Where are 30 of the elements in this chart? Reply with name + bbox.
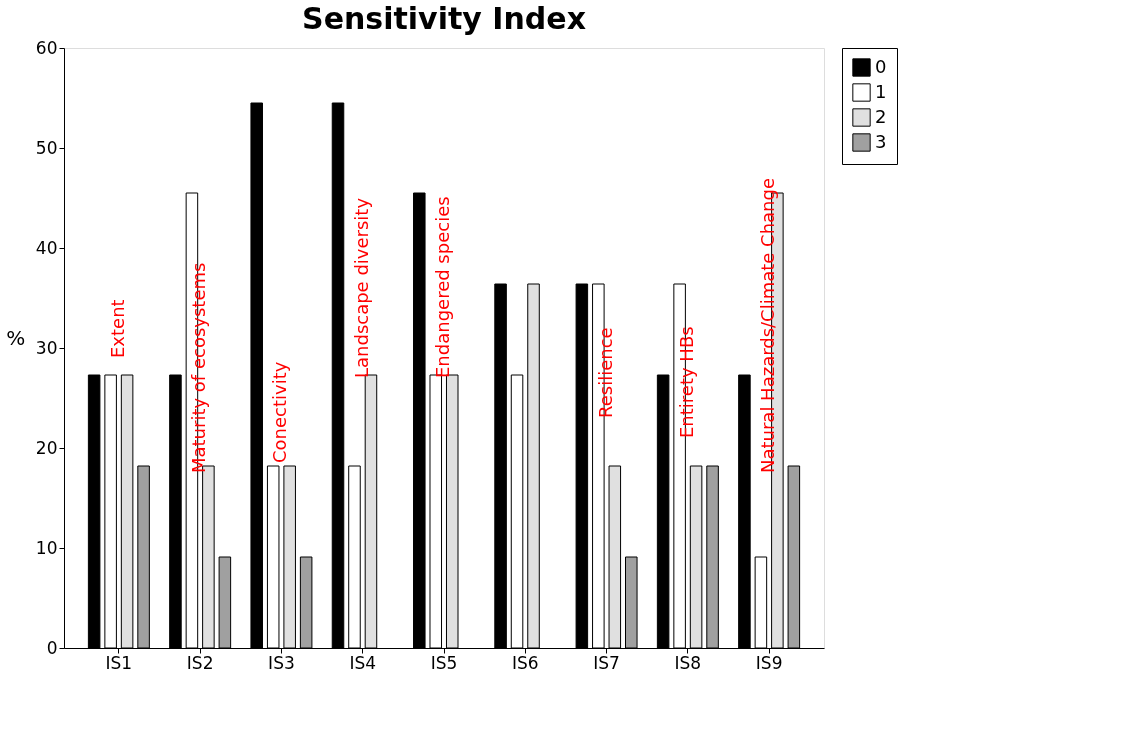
y-tick-label: 50	[35, 137, 58, 158]
x-tick-label: IS5	[430, 652, 458, 673]
annotation: Entirety HBs	[675, 326, 697, 438]
y-axis-title: %	[6, 325, 26, 350]
y-tick-label: 30	[35, 337, 58, 358]
chart-title: Sensitivity Index	[302, 1, 586, 36]
annotation: Landscape diversity	[350, 197, 372, 378]
legend-label: 1	[875, 80, 887, 102]
y-tick-label: 20	[35, 437, 58, 458]
annotation: Endangered species	[432, 196, 453, 378]
y-tick-label: 0	[46, 637, 58, 658]
x-tick-label: IS4	[349, 652, 377, 673]
x-tick-label: IS9	[755, 652, 783, 673]
x-tick-label: IS2	[186, 652, 214, 673]
x-tick-label: IS7	[593, 652, 620, 673]
annotation: Resilience	[594, 327, 616, 418]
x-tick-label: IS6	[511, 652, 539, 673]
y-tick-label: 10	[35, 537, 58, 558]
legend-label: 3	[875, 130, 887, 152]
annotation: Conectivity	[269, 361, 291, 463]
annotation: Natural Hazards/Climate Change	[757, 177, 779, 473]
y-tick-label: 60	[35, 37, 58, 58]
annotation: Extent	[106, 299, 128, 358]
x-tick-label: IS1	[105, 652, 133, 673]
x-tick-label: IS3	[268, 652, 295, 673]
y-tick-label: 40	[35, 237, 58, 258]
legend-label: 2	[875, 105, 887, 127]
annotation: Maturity of ecosystems	[188, 262, 210, 473]
x-tick-label: IS8	[674, 652, 702, 673]
legend-label: 0	[875, 55, 887, 77]
